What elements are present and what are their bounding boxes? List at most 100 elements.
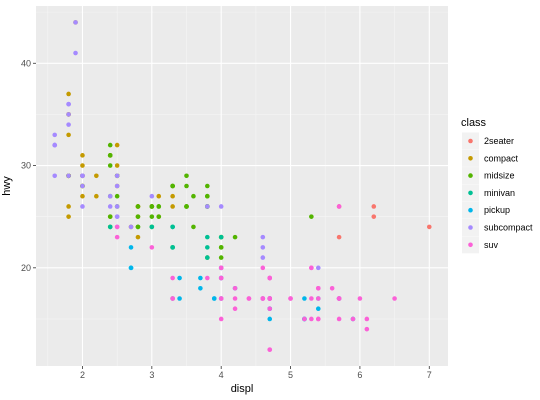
point-suv [267,296,273,301]
x-tick-label: 6 [357,370,362,380]
point-midsize [107,153,113,158]
point-midsize [232,234,238,240]
point-suv [218,265,224,271]
point-suv [329,285,335,291]
point-pickup [128,265,134,271]
point-midsize [170,183,175,189]
legend-swatch-minivan [468,190,473,196]
legend: class 2seater compact midsize minivan pickup… [461,117,533,254]
point-subcompact [80,183,85,189]
legend-label-suv: suv [484,240,499,250]
point-suv [114,234,120,240]
point-subcompact [114,183,120,189]
point-subcompact [149,193,155,199]
point-midsize [156,214,162,219]
point-suv [309,296,314,301]
point-suv [309,265,314,271]
point-suv [232,296,238,301]
point-subcompact [114,214,120,219]
point-suv [170,275,175,281]
point-suv [260,296,266,301]
x-tick-label: 5 [288,370,293,380]
x-tick-label: 4 [219,370,224,380]
point-compact [66,204,71,209]
point-midsize [149,204,155,209]
legend-label-subcompact: subcompact [484,223,533,233]
point-subcompact [260,245,266,250]
point-subcompact [66,173,71,179]
point-pickup [128,245,134,250]
point-midsize [135,214,141,219]
point-suv [315,285,321,291]
point-suv [149,245,155,250]
legend-swatch-pickup [468,207,473,213]
point-subcompact [73,50,78,56]
point-compact [170,193,175,199]
point-subcompact [260,255,266,260]
grid-major [36,6,448,366]
point-suv [350,316,356,322]
point-suv [302,316,307,322]
point-minivan [149,224,155,230]
x-tick-label: 2 [80,370,85,380]
y-axis-title: hwy [1,176,13,196]
point-suv [315,296,321,301]
point-pickup [302,296,307,301]
point-subcompact [66,112,71,117]
x-axis-title: displ [231,383,254,395]
point-subcompact [52,173,58,179]
point-compact [80,153,85,158]
point-minivan [218,234,224,240]
point-suv [218,316,224,322]
point-compact [66,214,71,219]
point-compact [66,91,71,97]
point-subcompact [80,204,85,209]
legend-items: 2seater compact midsize minivan pickup subcom… [462,132,533,254]
point-midsize [184,183,189,189]
point-compact [94,173,99,179]
point-minivan [205,234,210,240]
point-midsize [191,193,196,199]
point-suv [232,306,238,312]
point-subcompact [128,224,134,230]
point-suv [218,296,224,301]
point-midsize [218,245,224,250]
point-subcompact [114,173,120,179]
point-compact [156,193,162,199]
legend-label-minivan: minivan [484,188,515,198]
point-suv [364,316,370,322]
point-compact [114,163,120,168]
y-tick-label: 40 [21,58,31,68]
point-midsize [149,214,155,219]
point-minivan [205,255,210,260]
point-minivan [107,224,113,230]
point-minivan [170,224,175,230]
legend-swatch-2seater [468,138,473,144]
point-suv [288,296,293,301]
point-pickup [177,275,182,281]
point-pickup [211,296,217,301]
point-minivan [205,245,210,250]
point-midsize [218,255,224,260]
point-pickup [198,285,203,291]
point-midsize [309,214,314,219]
legend-label-compact: compact [484,153,519,163]
point-pickup [315,306,321,312]
point-compact [135,234,141,240]
legend-label-2seater: 2seater [484,136,514,146]
y-tick-label: 30 [21,161,31,171]
point-suv [309,316,314,322]
point-subcompact [80,173,85,179]
point-suv [267,347,273,352]
point-minivan [170,245,175,250]
point-subcompact [218,204,224,209]
legend-title: class [461,117,487,129]
point-compact [66,132,71,138]
point-compact [170,204,175,209]
point-subcompact [107,204,113,209]
x-axis-ticks: 2 3 4 5 6 7 [80,366,432,380]
legend-swatch-compact [468,156,473,161]
x-tick-label: 7 [427,370,432,380]
point-2seater [371,214,377,219]
